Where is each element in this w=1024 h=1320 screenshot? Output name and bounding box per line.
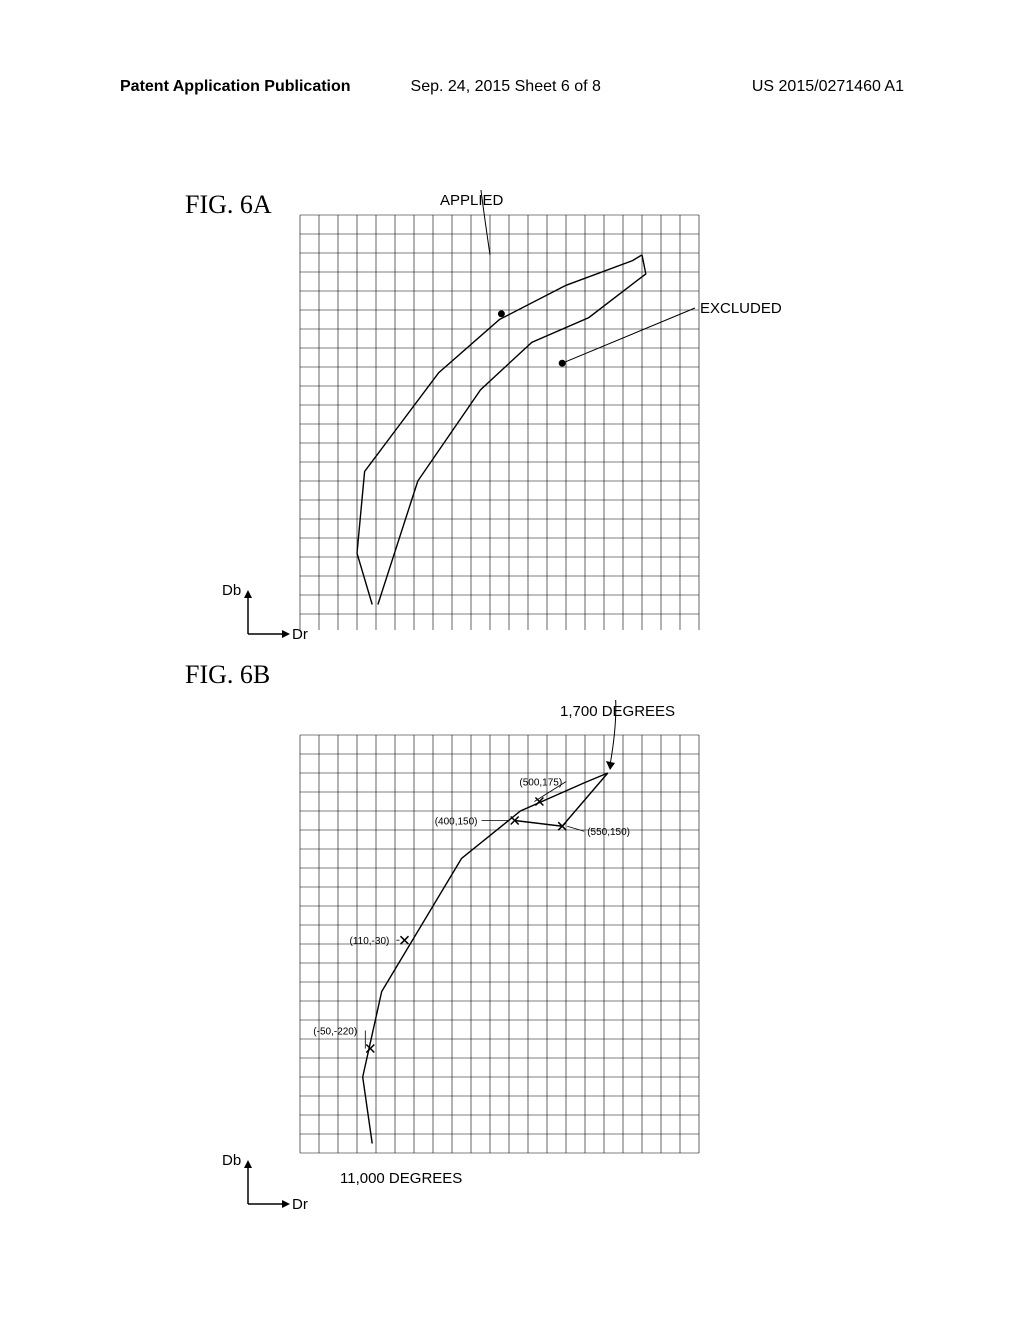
svg-text:(500,175): (500,175) [519,778,562,789]
figure-6a-chart [280,190,780,610]
header-left: Patent Application Publication [120,78,351,96]
header-center: Sep. 24, 2015 Sheet 6 of 8 [411,78,601,96]
applied-label: APPLIED [440,192,503,209]
dr-axis-label-b: Dr [292,1196,308,1213]
page-header: Patent Application Publication Sep. 24, … [0,78,1024,96]
figure-6b-svg: (400,150) (500,175) (550,150) (110,-30) (-50… [280,700,780,1160]
figure-6b-label: FIG. 6B [185,660,270,690]
figure-6b-axis: Db Dr [230,1156,300,1216]
db-axis-label-b: Db [222,1152,241,1169]
dr-axis-label: Dr [292,626,308,643]
header-right: US 2015/0271460 A1 [752,78,904,96]
db-axis-label: Db [222,582,241,599]
svg-text:(550,150): (550,150) [587,827,630,838]
figure-6a-label: FIG. 6A [185,190,272,220]
svg-text:(-50,-220): (-50,-220) [313,1027,357,1038]
excluded-label: EXCLUDED [700,300,782,317]
degrees-11000-label: 11,000 DEGREES [340,1170,462,1187]
figure-6a-axis: Db Dr [230,586,300,646]
svg-text:(400,150): (400,150) [435,817,478,828]
figure-6b-chart: (400,150) (500,175) (550,150) (110,-30) (-50… [280,700,780,1220]
figure-6a-svg [280,190,780,630]
svg-text:(110,-30): (110,-30) [350,936,390,947]
